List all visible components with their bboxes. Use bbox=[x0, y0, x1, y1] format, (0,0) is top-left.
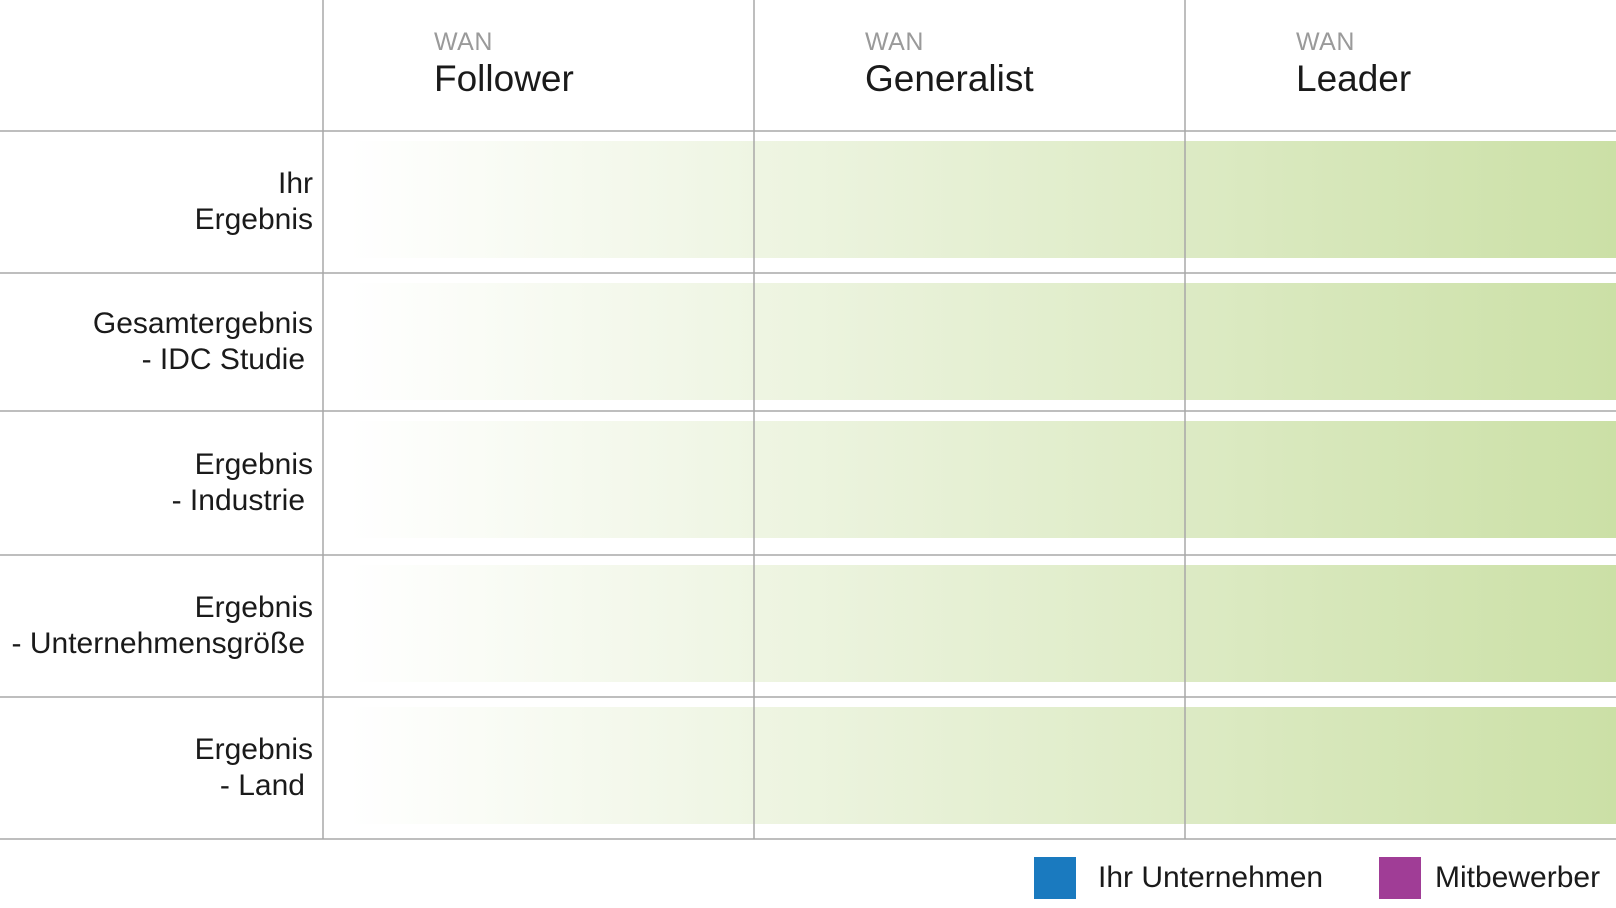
row-label-line: - Industrie bbox=[171, 484, 305, 517]
row-label-line: Gesamtergebnis bbox=[92, 307, 313, 340]
legend-swatch bbox=[1034, 857, 1076, 899]
row-label-5: Ergebnis - Land bbox=[195, 732, 313, 804]
row-band-1 bbox=[349, 141, 1616, 258]
column-title: Generalist bbox=[865, 58, 1034, 99]
column-kicker: WAN bbox=[434, 28, 493, 56]
row-label-line: Ihr bbox=[277, 167, 313, 200]
legend-item-1: Ihr Unternehmen bbox=[1034, 857, 1323, 899]
row-label-line: Ergebnis bbox=[194, 203, 313, 236]
legend-label: Mitbewerber bbox=[1435, 861, 1601, 894]
legend-item-2: Mitbewerber bbox=[1379, 857, 1600, 899]
row-label-line: Ergebnis bbox=[194, 733, 313, 766]
row-label-2: Gesamtergebnis - IDC Studie bbox=[93, 306, 313, 378]
column-header-generalist: WAN Generalist bbox=[865, 30, 1034, 101]
row-band-5 bbox=[349, 707, 1616, 824]
column-header-follower: WAN Follower bbox=[434, 30, 574, 101]
row-band-4 bbox=[349, 565, 1616, 682]
row-label-line: - Land bbox=[219, 769, 305, 802]
row-label-line: - Unternehmensgröße bbox=[11, 627, 305, 660]
column-title: Follower bbox=[434, 58, 574, 99]
legend-label: Ihr Unternehmen bbox=[1098, 861, 1324, 894]
column-header-leader: WAN Leader bbox=[1296, 30, 1411, 101]
column-kicker: WAN bbox=[1296, 28, 1355, 56]
legend-swatch bbox=[1379, 857, 1421, 899]
column-kicker: WAN bbox=[865, 28, 924, 56]
row-label-4: Ergebnis - Unternehmensgröße bbox=[12, 590, 313, 662]
column-title: Leader bbox=[1296, 58, 1412, 99]
row-band-2 bbox=[349, 283, 1616, 400]
row-label-line: - IDC Studie bbox=[141, 343, 305, 376]
row-label-1: Ihr Ergebnis bbox=[195, 166, 313, 238]
row-label-line: Ergebnis bbox=[194, 448, 313, 481]
row-label-line: Ergebnis bbox=[194, 591, 313, 624]
row-label-3: Ergebnis - Industrie bbox=[172, 447, 313, 519]
row-band-3 bbox=[349, 421, 1616, 538]
